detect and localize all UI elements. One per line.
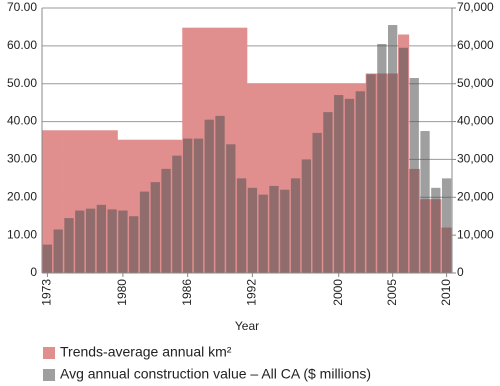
bar: [323, 112, 333, 273]
bar: [290, 178, 301, 273]
bar: [161, 168, 171, 273]
bar: [441, 178, 452, 273]
bar: [42, 130, 54, 273]
y-tick-label: 40.00: [7, 114, 37, 128]
bar: [409, 78, 419, 274]
x-tick-label: 1973: [40, 279, 54, 306]
bar: [150, 182, 160, 273]
legend-label: Avg annual construction value – All CA (…: [60, 366, 371, 382]
bar: [280, 189, 290, 273]
x-tick-label: 2010: [439, 279, 453, 306]
legend-swatch: [43, 369, 55, 381]
legend-label: Trends-average annual km²: [60, 344, 232, 360]
bar: [247, 187, 258, 273]
bar: [53, 229, 63, 273]
bar: [420, 131, 430, 273]
bar: [63, 130, 75, 273]
bar: [183, 138, 193, 273]
x-tick-label: 2000: [331, 279, 345, 306]
bar: [344, 98, 355, 273]
bar: [355, 91, 365, 274]
y-tick-label: 60.00: [7, 38, 37, 52]
bar: [301, 159, 311, 273]
legend-swatch: [43, 347, 55, 359]
bar: [52, 130, 64, 273]
bar: [129, 216, 139, 273]
bar: [377, 43, 387, 273]
bar: [95, 130, 108, 273]
bar: [107, 209, 117, 273]
x-tick-label: 1992: [245, 279, 259, 306]
y2-tick-label: 30,000: [457, 152, 494, 166]
y-tick-label: 20.00: [7, 189, 37, 203]
bar: [85, 130, 97, 273]
y2-tick-label: 70,000: [457, 0, 494, 14]
bar: [117, 139, 129, 273]
bar: [247, 83, 259, 273]
bar: [279, 83, 291, 273]
x-tick-label: 2005: [385, 279, 399, 306]
y2-tick-label: 0: [457, 265, 464, 279]
bar: [431, 187, 441, 273]
bar: [257, 83, 269, 273]
y2-tick-label: 60,000: [457, 38, 494, 52]
bar: [215, 115, 225, 274]
bar: [42, 244, 53, 273]
bar: [236, 27, 248, 273]
bar: [118, 210, 128, 273]
y-tick-label: 10.00: [7, 227, 37, 241]
bar: [226, 144, 236, 273]
bar: [334, 95, 344, 273]
y2-tick-label: 20,000: [457, 189, 494, 203]
bar: [236, 178, 247, 273]
bar: [366, 74, 376, 273]
bar: [172, 155, 182, 273]
bar: [269, 185, 279, 273]
bar: [268, 83, 280, 273]
bar: [258, 194, 268, 273]
y-tick-label: 70.00: [7, 0, 37, 14]
x-axis-label: Year: [235, 319, 259, 333]
y-tick-label: 50.00: [7, 76, 37, 90]
x-tick-label: 1986: [180, 279, 194, 306]
y2-tick-label: 50,000: [457, 76, 494, 90]
bar: [64, 218, 74, 273]
bar: [75, 210, 85, 273]
y-tick-label: 0: [30, 265, 37, 279]
bar: [74, 130, 86, 273]
bar: [128, 139, 140, 273]
bar: [106, 130, 118, 273]
bar: [398, 47, 409, 273]
bar: [85, 208, 96, 273]
bar: [139, 191, 150, 273]
bar: [204, 119, 214, 273]
x-tick-label: 1980: [115, 279, 129, 306]
bar: [388, 25, 398, 273]
y2-tick-label: 40,000: [457, 114, 494, 128]
y2-tick-label: 10,000: [457, 227, 494, 241]
y-tick-label: 30.00: [7, 152, 37, 166]
bar: [312, 132, 322, 273]
bar: [96, 204, 106, 273]
bar: [193, 138, 204, 273]
